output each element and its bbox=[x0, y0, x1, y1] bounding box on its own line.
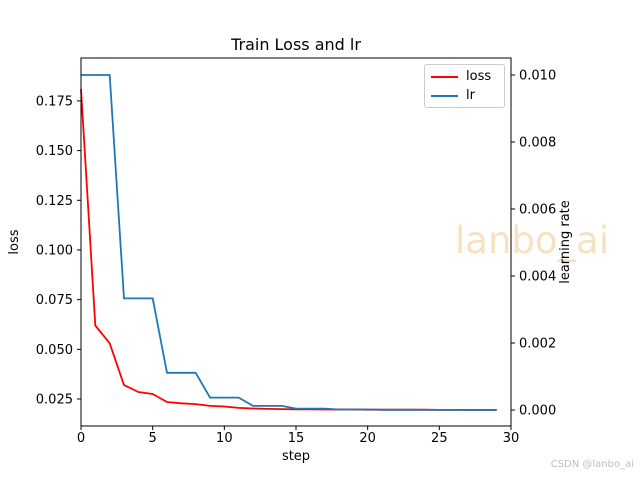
y-left-tick-label: 0.025 bbox=[36, 392, 73, 407]
y-axis-label-right: learning rate bbox=[558, 200, 573, 284]
y-right-tick-label: 0.000 bbox=[519, 403, 556, 418]
y-right-tick-label: 0.010 bbox=[519, 68, 556, 83]
y-left-tick-label: 0.175 bbox=[36, 94, 73, 109]
y-left-tick-label: 0.125 bbox=[36, 194, 73, 209]
legend-label-loss: loss bbox=[466, 69, 492, 84]
credit-text: CSDN @lanbo_ai bbox=[550, 459, 634, 470]
loss-line-sample bbox=[431, 75, 458, 78]
legend-label-lr: lr bbox=[466, 88, 475, 103]
x-tick-label: 30 bbox=[503, 431, 520, 446]
y-right-tick-label: 0.008 bbox=[519, 135, 556, 150]
x-tick-label: 10 bbox=[216, 431, 233, 446]
x-tick-label: 5 bbox=[149, 431, 157, 446]
x-tick-label: 15 bbox=[288, 431, 305, 446]
lr-line-sample bbox=[431, 94, 458, 97]
x-axis-label: step bbox=[281, 449, 311, 464]
y-axis-label-left: loss bbox=[7, 229, 22, 255]
x-tick-label: 0 bbox=[77, 431, 85, 446]
y-right-tick-label: 0.002 bbox=[519, 336, 556, 351]
y-left-tick-label: 0.050 bbox=[36, 343, 73, 358]
watermark: lanbo_ai bbox=[455, 219, 609, 262]
y-left-tick-label: 0.150 bbox=[36, 144, 73, 159]
x-tick-label: 25 bbox=[431, 431, 448, 446]
x-tick-label: 20 bbox=[359, 431, 376, 446]
legend-entry-loss: loss bbox=[431, 67, 498, 86]
chart-title: Train Loss and lr bbox=[231, 35, 361, 54]
lr-line bbox=[81, 74, 497, 411]
legend: loss lr bbox=[424, 64, 505, 108]
legend-entry-lr: lr bbox=[431, 86, 498, 105]
y-left-tick-label: 0.100 bbox=[36, 243, 73, 258]
loss-line bbox=[80, 88, 497, 411]
y-right-tick-label: 0.004 bbox=[519, 269, 556, 284]
y-right-tick-label: 0.006 bbox=[519, 202, 556, 217]
plot-frame bbox=[80, 57, 512, 427]
y-left-tick-label: 0.075 bbox=[36, 293, 73, 308]
